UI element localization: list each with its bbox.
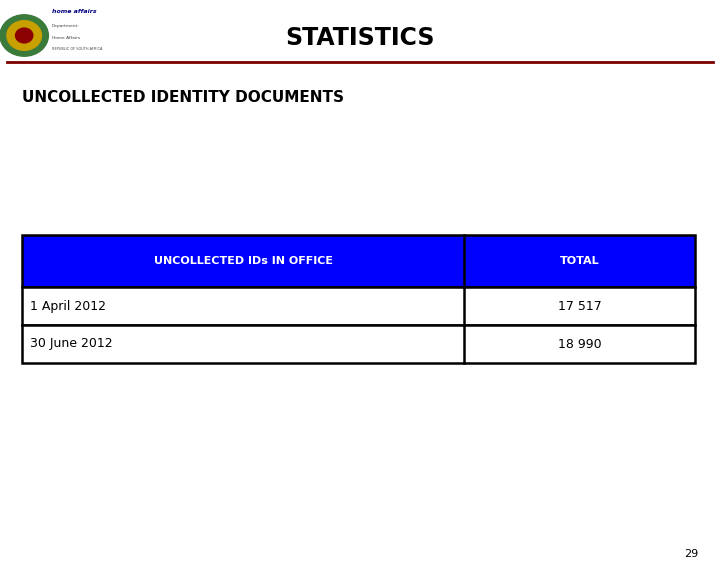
Text: 17 517: 17 517	[558, 299, 601, 312]
FancyBboxPatch shape	[22, 287, 695, 325]
Text: 30 June 2012: 30 June 2012	[30, 337, 112, 351]
Text: Home Affairs: Home Affairs	[52, 35, 80, 39]
Text: Department:: Department:	[52, 24, 80, 28]
FancyBboxPatch shape	[22, 235, 695, 287]
Text: TOTAL: TOTAL	[559, 256, 600, 266]
Text: 29: 29	[684, 549, 698, 559]
Circle shape	[0, 15, 48, 56]
Text: UNCOLLECTED IDs IN OFFICE: UNCOLLECTED IDs IN OFFICE	[153, 256, 333, 266]
Text: 1 April 2012: 1 April 2012	[30, 299, 106, 312]
Text: REPUBLIC OF SOUTH AFRICA: REPUBLIC OF SOUTH AFRICA	[52, 47, 102, 51]
Circle shape	[16, 28, 33, 43]
FancyBboxPatch shape	[22, 325, 695, 363]
Text: STATISTICS: STATISTICS	[285, 26, 435, 50]
Text: UNCOLLECTED IDENTITY DOCUMENTS: UNCOLLECTED IDENTITY DOCUMENTS	[22, 90, 343, 105]
Text: home affairs: home affairs	[52, 9, 96, 14]
Circle shape	[7, 20, 42, 50]
Text: 18 990: 18 990	[558, 337, 601, 351]
